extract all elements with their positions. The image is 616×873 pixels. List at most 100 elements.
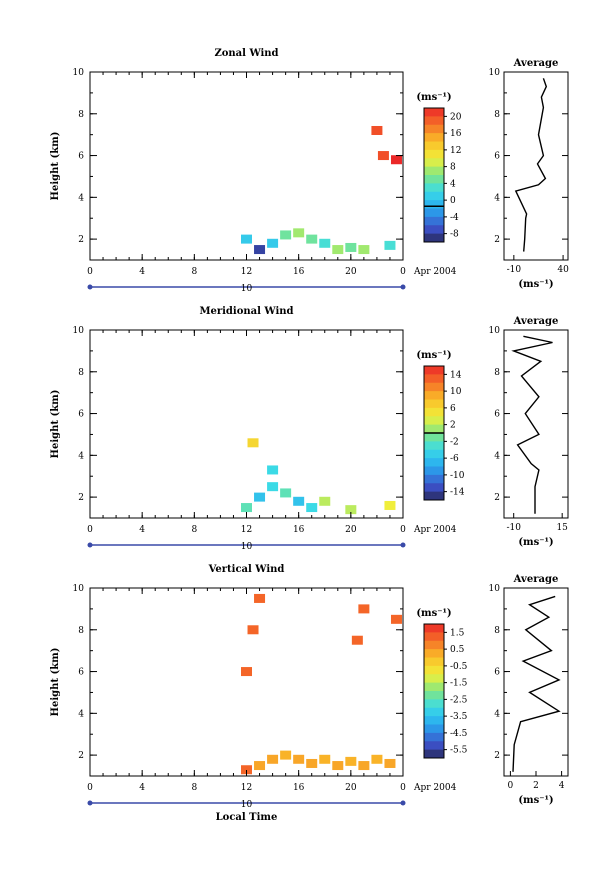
data-cell (306, 758, 318, 768)
data-cell (306, 234, 318, 244)
x-tick-label: 8 (191, 267, 197, 277)
data-cell (280, 488, 292, 498)
y-tick-label: 4 (78, 451, 84, 461)
x-tick-label: 0 (87, 267, 93, 277)
y-axis-label: Height (km) (50, 132, 61, 201)
x-tick-label: 4 (139, 267, 145, 277)
data-cell (351, 635, 363, 645)
data-cell (319, 238, 331, 248)
average-x-tick-label: 0 (508, 781, 514, 791)
data-cell (384, 240, 396, 250)
colorbar-segment (424, 191, 444, 201)
colorbar-segment (424, 665, 444, 675)
colorbar-tick-label: 20 (450, 112, 462, 122)
colorbar-segment (424, 640, 444, 650)
x-tick-label: 0 (400, 783, 406, 793)
data-cell (358, 761, 370, 771)
average-title: Average (513, 574, 559, 585)
data-cell (280, 750, 292, 760)
colorbar-segment (424, 682, 444, 692)
x-tick-label: 16 (293, 267, 305, 277)
colorbar-segment (424, 649, 444, 658)
x-tick-label: 0 (400, 267, 406, 277)
panel-title: Meridional Wind (199, 306, 293, 317)
colorbar-tick-label: 16 (450, 129, 462, 139)
colorbar-segment (424, 233, 444, 243)
average-y-tick-label: 2 (494, 751, 500, 761)
data-cell (293, 496, 305, 506)
colorbar-segment (424, 366, 444, 375)
colorbar-tick-label: -8 (450, 230, 459, 240)
date-label: Apr 2004 (413, 267, 457, 277)
x-tick-label: 8 (191, 525, 197, 535)
data-cell (293, 754, 305, 764)
x-tick-label: 16 (293, 783, 305, 793)
average-title: Average (513, 58, 559, 69)
colorbar-segment (424, 732, 444, 742)
colorbar-tick-label: 6 (450, 404, 456, 414)
average-profile-line (511, 335, 553, 514)
colorbar-segment (424, 674, 444, 684)
data-cell (358, 245, 370, 255)
average-y-tick-label: 8 (494, 368, 500, 378)
y-tick-label: 6 (78, 152, 84, 162)
average-y-tick-label: 6 (494, 152, 500, 162)
data-cell (371, 754, 383, 764)
x-tick-label: 0 (400, 525, 406, 535)
colorbar-segment (424, 158, 444, 168)
date-bar-label: 10 (241, 800, 253, 810)
y-tick-label: 6 (78, 668, 84, 678)
data-cell (241, 234, 252, 244)
colorbar-segment (424, 149, 444, 159)
colorbar-tick-label: -4 (450, 213, 459, 223)
data-cell (293, 228, 305, 238)
colorbar-tick-label: -1.5 (450, 679, 468, 689)
data-cell (384, 500, 396, 510)
average-y-tick-label: 6 (494, 668, 500, 678)
colorbar-tick-label: -10 (450, 471, 465, 481)
y-tick-label: 6 (78, 410, 84, 420)
y-axis-label: Height (km) (50, 390, 61, 459)
colorbar-unit: (ms⁻¹) (416, 350, 451, 361)
data-cell (390, 614, 402, 624)
colorbar-segment (424, 707, 444, 717)
colorbar-segment (424, 141, 444, 151)
plot-frame (89, 71, 404, 261)
colorbar-segment (424, 691, 444, 700)
colorbar-segment (424, 724, 444, 734)
data-cell (332, 761, 344, 771)
average-y-tick-label: 2 (494, 493, 500, 503)
data-cell (254, 245, 266, 255)
y-tick-label: 2 (78, 751, 84, 761)
data-cell (254, 593, 266, 603)
average-y-tick-label: 4 (494, 709, 500, 719)
x-tick-label: 16 (293, 525, 305, 535)
colorbar-tick-label: -4.5 (450, 729, 468, 739)
colorbar-segment (424, 175, 444, 184)
x-tick-label: 20 (345, 267, 357, 277)
date-bar-end (400, 542, 406, 548)
colorbar-tick-label: -14 (450, 488, 465, 498)
colorbar-segment (424, 225, 444, 235)
average-x-tick-label: 40 (557, 265, 569, 275)
colorbar-segment (424, 374, 444, 384)
x-tick-label: 0 (87, 783, 93, 793)
date-label: Apr 2004 (413, 525, 457, 535)
date-bar-start (87, 542, 93, 548)
colorbar-segment (424, 657, 444, 667)
panel-title: Zonal Wind (214, 48, 278, 59)
data-cell (267, 465, 279, 475)
colorbar-segment (424, 466, 444, 476)
colorbar-segment (424, 391, 444, 400)
average-frame (503, 329, 569, 519)
data-cell (280, 230, 292, 240)
colorbar-segment (424, 441, 444, 451)
colorbar-segment (424, 399, 444, 409)
data-cell (358, 604, 370, 614)
x-tick-label: 12 (241, 525, 252, 535)
data-cell (345, 756, 357, 766)
colorbar-unit: (ms⁻¹) (416, 92, 451, 103)
colorbar-tick-label: 2 (450, 421, 456, 431)
average-title: Average (513, 316, 559, 327)
